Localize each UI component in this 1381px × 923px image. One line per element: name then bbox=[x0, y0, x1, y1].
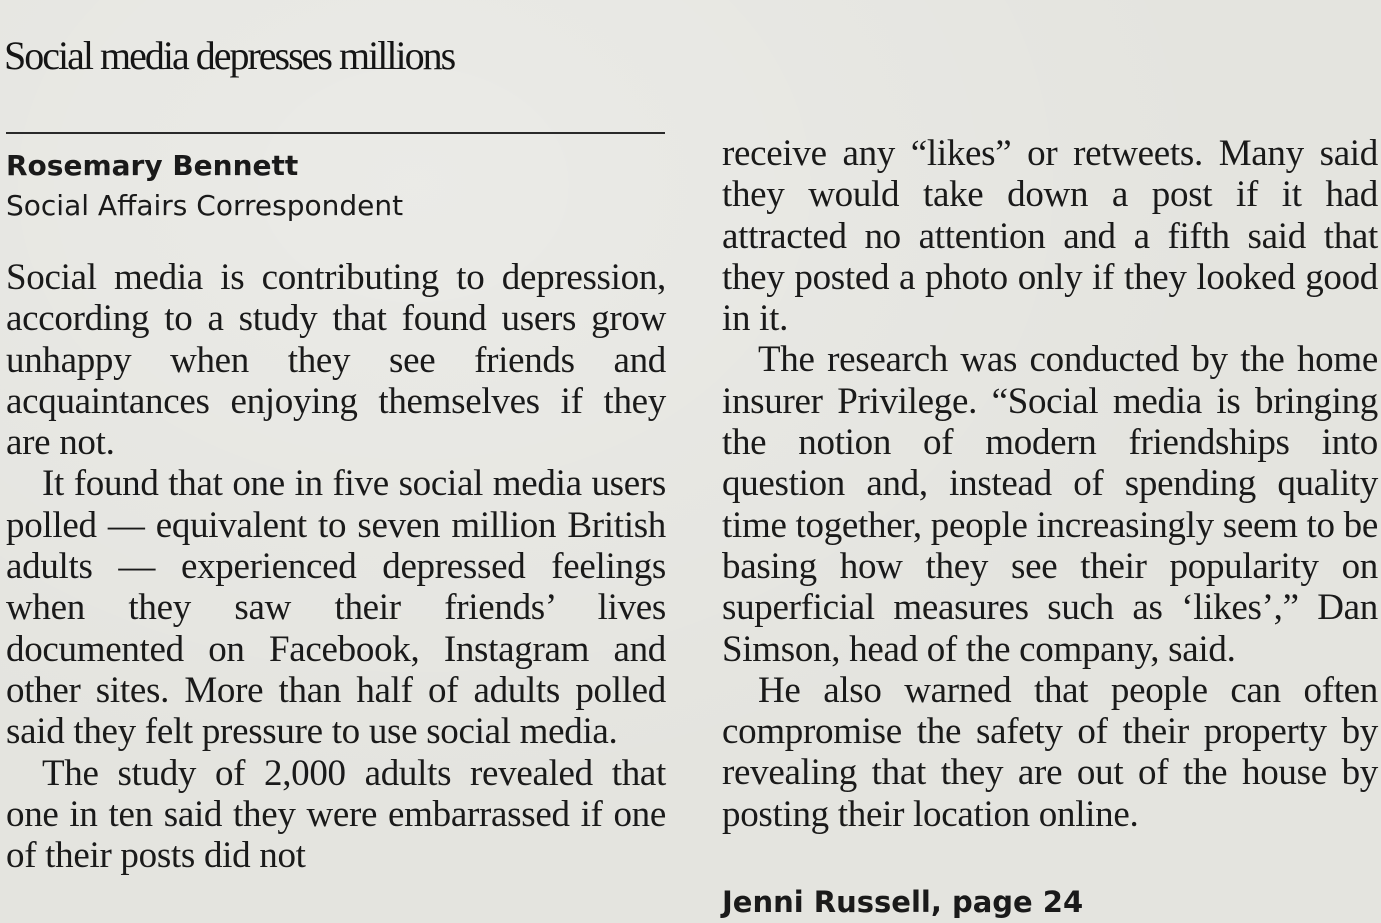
paragraph-2: It found that one in five social media u… bbox=[6, 463, 666, 753]
headline: Social media depresses millions bbox=[4, 33, 456, 78]
byline: Rosemary Bennett Social Affairs Correspo… bbox=[6, 146, 666, 226]
byline-role: Social Affairs Correspondent bbox=[6, 189, 404, 222]
article-column-right: receive any “likes” or retweets. Many sa… bbox=[722, 133, 1378, 835]
article-column-left: Social media is contributing to depressi… bbox=[6, 257, 666, 876]
byline-author: Rosemary Bennett bbox=[6, 149, 299, 182]
paragraph-3-continued: receive any “likes” or retweets. Many sa… bbox=[722, 133, 1378, 340]
paragraph-3: The study of 2,000 adults revealed that … bbox=[6, 752, 666, 877]
headline-rule bbox=[6, 132, 665, 134]
paragraph-5: He also warned that people can often com… bbox=[722, 669, 1378, 835]
paragraph-1: Social media is contributing to depressi… bbox=[6, 257, 666, 464]
cross-reference: Jenni Russell, page 24 bbox=[722, 885, 1084, 919]
paragraph-4: The research was conducted by the home i… bbox=[722, 339, 1378, 670]
